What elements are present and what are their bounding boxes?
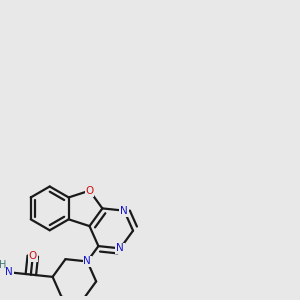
- Text: N: N: [120, 206, 128, 216]
- Text: N: N: [83, 256, 91, 266]
- Text: N: N: [5, 267, 13, 277]
- Text: H: H: [0, 260, 6, 270]
- Text: O: O: [29, 251, 37, 261]
- Text: O: O: [85, 186, 94, 196]
- Text: N: N: [116, 243, 124, 254]
